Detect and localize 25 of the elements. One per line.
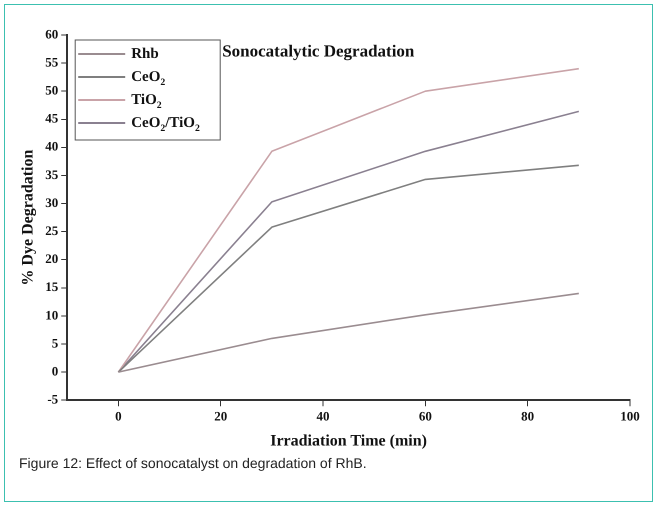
y-tick-label: 50 [45, 82, 58, 98]
x-tick-label: 80 [521, 408, 534, 424]
y-tick-label: 0 [52, 363, 58, 378]
y-tick-label: 25 [45, 223, 59, 238]
caption: Figure 12: Effect of sonocatalyst on degradation of RhB. [19, 455, 367, 471]
y-tick-label: 60 [45, 26, 58, 42]
x-axis-title: Irradiation Time (min) [270, 432, 427, 450]
x-tick-label: 40 [316, 408, 330, 424]
x-tick-label: 0 [115, 408, 122, 424]
y-tick-label: 55 [45, 54, 59, 70]
y-tick-label: 10 [45, 307, 58, 322]
chart-title: Sonocatalytic Degradation [222, 41, 415, 60]
y-tick-label: 5 [52, 335, 59, 350]
y-tick-label: -5 [47, 392, 59, 407]
y-tick-label: 35 [45, 166, 59, 182]
y-tick-label: 20 [45, 251, 58, 266]
y-tick-label: 40 [45, 138, 58, 154]
x-tick-label: 100 [620, 408, 640, 424]
y-tick-label: 15 [45, 279, 59, 294]
x-tick-label: 60 [418, 408, 432, 424]
legend-label: Rhb [131, 46, 159, 62]
y-axis-title: % Dye Degradation [20, 150, 37, 286]
y-tick-label: 30 [45, 194, 58, 210]
y-tick-label: 45 [45, 110, 59, 126]
x-tick-label: 20 [214, 408, 228, 424]
